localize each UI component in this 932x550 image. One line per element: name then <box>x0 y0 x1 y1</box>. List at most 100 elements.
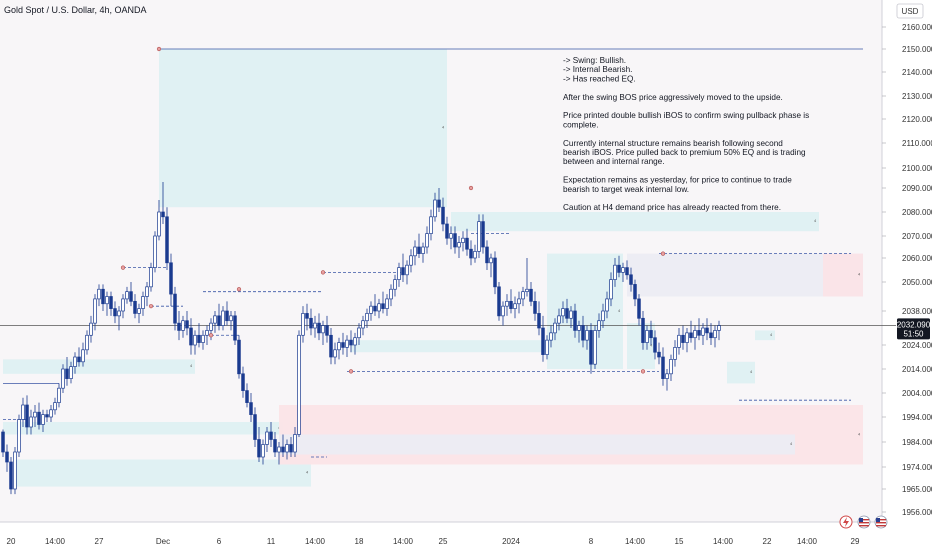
note-line-13: Expectation remains as yesterday, for pr… <box>563 176 792 185</box>
price-tag-box <box>897 318 930 340</box>
x-tick-label-16: 14:00 <box>797 537 818 546</box>
candle-body-132 <box>529 288 533 302</box>
candle-body-139 <box>557 315 561 324</box>
y-tick-label-5: 2004.000 <box>902 389 932 398</box>
candle-body-138 <box>553 322 557 334</box>
candle-body-90 <box>361 320 365 329</box>
candle-body-145 <box>581 325 585 341</box>
candle-body-151 <box>605 298 609 312</box>
flag-us-icon[interactable] <box>857 515 871 529</box>
note-line-2: -> Has reached EQ. <box>563 74 636 83</box>
candle-body-137 <box>549 332 553 341</box>
candle-body-140 <box>561 308 565 317</box>
candle-body-58 <box>233 315 237 341</box>
candle-body-80 <box>321 325 325 334</box>
candle-body-155 <box>621 267 625 273</box>
candle-body-129 <box>517 298 521 305</box>
swing-point-9 <box>640 369 646 374</box>
zones-layer: ⁴⁴⁴⁴⁴⁴⁴⁴⁴⁴⁴⁴⁴⁴ <box>3 49 863 487</box>
analysis-notes: -> Swing: Bullish. -> Internal Bearish. ->… <box>563 56 809 212</box>
candle-body-64 <box>257 439 261 458</box>
demand-zone-8 <box>755 330 775 341</box>
candle-body-67 <box>269 431 273 440</box>
note-line-10: bearish iBOS. Price pulled back to premi… <box>563 148 806 157</box>
candle-body-170 <box>681 334 685 343</box>
candle-body-179 <box>717 325 721 331</box>
candle-body-161 <box>645 330 649 343</box>
candle-body-110 <box>441 206 445 225</box>
x-ticks-layer: 20 14:00 27 Dec 6 11 14:00 18 14:00 25 2024 8 14:00 1… <box>7 537 860 546</box>
candle-body-71 <box>285 444 289 453</box>
candle-body-19 <box>77 356 81 363</box>
candle-body-87 <box>349 339 353 346</box>
candle-body-162 <box>649 330 653 339</box>
y-tick-label-1: 1965.000 <box>902 485 932 494</box>
note-line-1: -> Internal Bearish. <box>563 65 632 74</box>
candle-body-94 <box>377 303 381 312</box>
candle-body-12 <box>49 409 53 418</box>
candle-body-178 <box>713 330 717 339</box>
y-tick-label-9: 2050.000 <box>902 278 932 287</box>
candle-body-25 <box>101 288 105 305</box>
candle-body-10 <box>41 414 45 425</box>
candle-body-146 <box>585 330 589 341</box>
candle-body-142 <box>569 310 573 319</box>
y-ticks-layer: 1956.000 1965.000 1974.000 1984.000 1994.000… <box>882 23 932 517</box>
candle-body-1 <box>5 451 9 463</box>
candle-body-121 <box>485 246 489 264</box>
candle-body-148 <box>593 330 597 365</box>
candle-body-177 <box>709 332 713 339</box>
candle-body-13 <box>53 402 57 411</box>
candle-body-81 <box>325 325 329 336</box>
premium-zone-marker-13: ⁴ <box>790 442 793 449</box>
candle-body-74 <box>297 334 301 435</box>
candle-body-105 <box>421 246 425 254</box>
candle-body-46 <box>185 320 189 329</box>
candle-body-18 <box>73 356 77 367</box>
candle-body-135 <box>541 327 545 355</box>
candle-body-55 <box>221 310 225 326</box>
candle-body-92 <box>369 305 373 314</box>
candle-body-108 <box>433 199 437 218</box>
candle-body-136 <box>545 339 549 355</box>
demand-zone-marker-11: ⁴ <box>306 470 309 477</box>
x-tick-label-7: 18 <box>355 537 364 546</box>
candle-body-172 <box>689 332 693 339</box>
currency-box[interactable] <box>896 3 924 19</box>
flag-us-icon-2[interactable] <box>874 515 888 529</box>
candle-body-15 <box>61 368 65 389</box>
note-line-3 <box>563 84 565 93</box>
candle-body-119 <box>477 221 481 252</box>
currency-label[interactable]: USD <box>902 7 919 16</box>
candle-body-4 <box>17 419 21 453</box>
markers-layer <box>120 46 666 374</box>
candle-body-42 <box>169 262 173 295</box>
candle-body-84 <box>337 342 341 351</box>
y-tick-label-13: 2090.000 <box>902 184 932 193</box>
y-tick-label-0: 1956.000 <box>902 508 932 517</box>
candle-body-143 <box>573 310 577 331</box>
candle-body-147 <box>589 330 593 365</box>
note-line-7: complete. <box>563 120 599 129</box>
y-tick-label-15: 2110.000 <box>902 139 932 148</box>
candle-body-48 <box>193 334 197 346</box>
swing-point-0 <box>156 46 162 52</box>
flash-icon[interactable] <box>839 515 853 529</box>
candle-body-11 <box>45 414 49 418</box>
time-axis[interactable] <box>0 522 882 550</box>
demand-zone-marker-1: ⁴ <box>814 219 817 226</box>
candle-body-9 <box>37 411 41 425</box>
candle-body-43 <box>173 293 177 324</box>
candle-body-36 <box>145 286 149 297</box>
candle-body-28 <box>113 308 117 317</box>
price-axis[interactable] <box>882 0 932 550</box>
candle-body-75 <box>301 313 305 336</box>
candle-body-103 <box>413 246 417 257</box>
premium-zone-13 <box>279 434 795 455</box>
supply-zone-4 <box>823 253 863 297</box>
x-tick-label-11: 8 <box>589 537 594 546</box>
demand-zone-marker-6: ⁴ <box>650 343 653 350</box>
candle-body-102 <box>409 255 413 266</box>
candle-body-5 <box>21 404 25 420</box>
